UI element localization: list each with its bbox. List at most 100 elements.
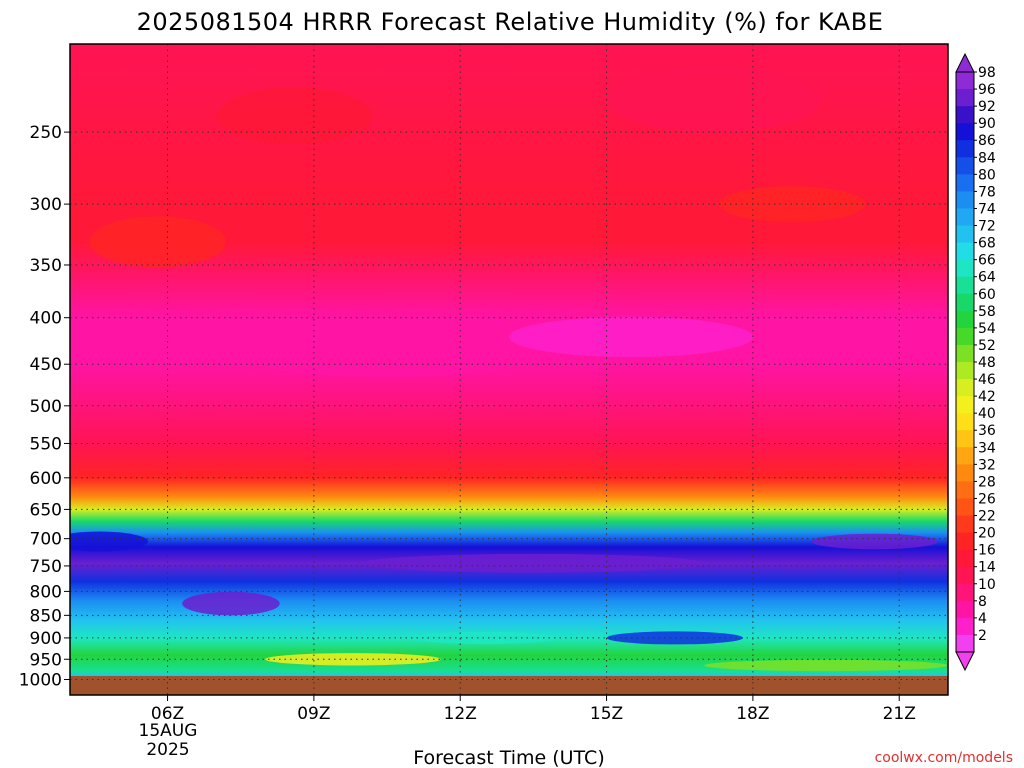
- colorbar-swatch: [956, 72, 974, 90]
- colorbar-swatch: [956, 379, 974, 397]
- colorbar-swatch: [956, 327, 974, 346]
- humidity-feature: [240, 333, 534, 378]
- colorbar-label: 34: [978, 440, 996, 456]
- credit-text: coolwx.com/models: [875, 750, 1013, 766]
- colorbar-swatch: [956, 191, 974, 209]
- colorbar-swatch: [956, 464, 974, 482]
- colorbar-legend: 9896929086848078747268666460585452484642…: [955, 52, 996, 672]
- grid-lines: [70, 44, 948, 695]
- date-label-year: 2025: [146, 740, 189, 760]
- y-tick-label: 250: [30, 123, 62, 143]
- x-axis-ticks: 06Z 09Z 12Z 15Z 18Z 21Z: [151, 695, 916, 724]
- y-tick-label: 550: [30, 434, 62, 454]
- colorbar-swatch: [956, 89, 974, 107]
- y-tick-label: 850: [30, 606, 62, 626]
- x-tick-label: 12Z: [444, 704, 477, 724]
- plot-area: [70, 44, 948, 695]
- humidity-feature: [216, 87, 373, 145]
- date-label-day: 15AUG: [139, 721, 198, 741]
- colorbar-swatch: [956, 157, 974, 175]
- humidity-feature: [811, 533, 939, 550]
- colorbar-swatch: [956, 276, 974, 295]
- colorbar-swatch: [956, 566, 974, 585]
- colorbar-label: 84: [978, 150, 996, 166]
- colorbar-top-arrow: [955, 52, 975, 73]
- humidity-feature: [89, 216, 227, 268]
- colorbar-swatch: [956, 515, 974, 534]
- colorbar-label: 78: [978, 184, 996, 200]
- y-tick-label: 750: [30, 557, 62, 577]
- y-tick-label: 650: [30, 500, 62, 520]
- colorbar-label: 4: [978, 611, 987, 627]
- colorbar-label: 8: [978, 594, 987, 610]
- colorbar-swatch: [956, 225, 974, 244]
- colorbar-label: 80: [978, 167, 996, 183]
- y-tick-label: 600: [30, 469, 62, 489]
- colorbar-swatch: [956, 583, 974, 602]
- y-tick-label: 400: [30, 309, 62, 329]
- colorbar-label: 48: [978, 355, 996, 371]
- colorbar-swatch: [956, 123, 974, 141]
- colorbar-swatch: [956, 106, 974, 124]
- y-tick-label: 700: [30, 530, 62, 550]
- humidity-feature: [411, 631, 558, 645]
- humidity-feature: [362, 553, 705, 573]
- humidity-feature: [704, 659, 948, 672]
- colorbar-label: 22: [978, 509, 996, 525]
- humidity-feature: [606, 631, 744, 645]
- colorbar-label: 60: [978, 287, 996, 303]
- y-tick-label: 800: [30, 582, 62, 602]
- colorbar-label: 46: [978, 372, 996, 388]
- humidity-feature: [70, 531, 149, 552]
- colorbar-swatch: [956, 293, 974, 312]
- colorbar-label: 2: [978, 628, 987, 644]
- colorbar-swatch: [956, 344, 974, 363]
- colorbar-label: 14: [978, 560, 996, 576]
- colorbar-label: 68: [978, 236, 996, 252]
- colorbar-label: 28: [978, 474, 996, 490]
- x-tick-label: 09Z: [297, 704, 330, 724]
- humidity-feature: [606, 66, 822, 133]
- colorbar-label: 20: [978, 526, 996, 542]
- colorbar-label: 10: [978, 577, 996, 593]
- y-tick-label: 350: [30, 256, 62, 276]
- colorbar-swatch: [956, 634, 974, 653]
- colorbar-swatch: [956, 413, 974, 431]
- y-tick-label: 450: [30, 355, 62, 375]
- colorbar-label: 58: [978, 304, 996, 320]
- colorbar-label: 16: [978, 543, 996, 559]
- colorbar-swatch: [956, 617, 974, 636]
- colorbar-swatch: [956, 481, 974, 499]
- colorbar-label: 32: [978, 457, 996, 473]
- y-tick-label: 950: [30, 650, 62, 670]
- colorbar-swatch: [956, 242, 974, 261]
- colorbar-swatch: [956, 600, 974, 619]
- chart-title: 2025081504 HRRR Forecast Relative Humidi…: [137, 8, 884, 36]
- colorbar-swatch: [956, 310, 974, 329]
- colorbar-bottom-arrow: [955, 651, 975, 672]
- plot-frame: [69, 43, 949, 696]
- colorbar-label: 92: [978, 99, 996, 115]
- y-tick-label: 300: [30, 195, 62, 215]
- colorbar-label: 52: [978, 338, 996, 354]
- colorbar-label: 64: [978, 270, 996, 286]
- colorbar-label: 36: [978, 423, 996, 439]
- colorbar-label: 42: [978, 389, 996, 405]
- colorbar-label: 54: [978, 321, 996, 337]
- x-tick-label: 15Z: [590, 704, 623, 724]
- y-tick-label: 900: [30, 629, 62, 649]
- humidity-feature: [509, 316, 753, 358]
- colorbar-label: 86: [978, 133, 996, 149]
- colorbar-swatch: [956, 396, 974, 414]
- x-axis-label: Forecast Time (UTC): [413, 747, 604, 768]
- colorbar-swatch: [956, 208, 974, 227]
- humidity-features: [70, 66, 948, 672]
- colorbar-swatch: [956, 549, 974, 568]
- colorbar-label: 96: [978, 82, 996, 98]
- colorbar-swatch: [956, 362, 974, 380]
- colorbar-swatch: [956, 430, 974, 448]
- colorbar-swatch: [956, 447, 974, 465]
- x-tick-label: 06Z: [151, 704, 184, 724]
- colorbar-label: 26: [978, 491, 996, 507]
